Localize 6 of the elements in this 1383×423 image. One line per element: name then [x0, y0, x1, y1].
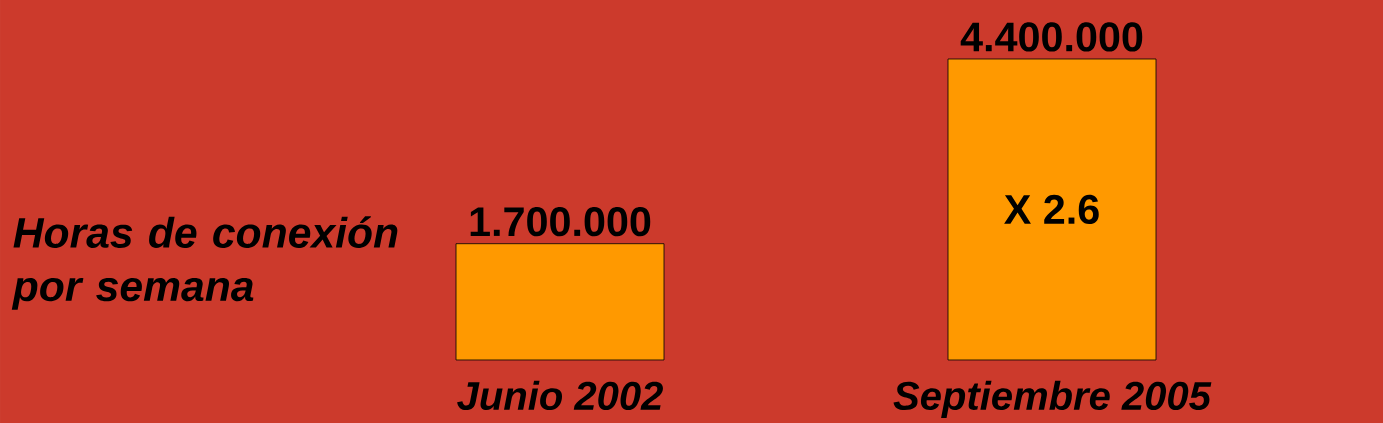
x-tick-label: Junio 2002	[457, 380, 663, 411]
x-tick-label: Septiembre 2005	[893, 380, 1212, 418]
annotation: X 2.6	[1004, 194, 1099, 225]
y-axis-title: Horas de conexión por semana	[11, 216, 398, 310]
data-label: 1.700.000	[470, 207, 651, 237]
data-label: 4.400.000	[960, 22, 1143, 52]
